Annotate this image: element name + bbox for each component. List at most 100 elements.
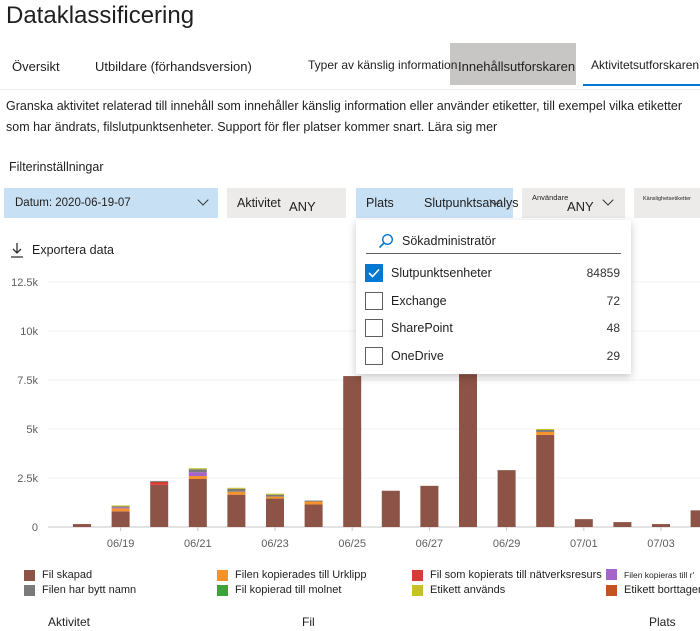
date-filter-label: Datum: 2020-06-19-07 [15, 197, 131, 209]
bar-segment [111, 508, 130, 512]
x-tick-label: 07/01 [570, 538, 598, 550]
column-header-activity[interactable]: Aktivitet [48, 615, 91, 629]
date-filter[interactable]: Datum: 2020-06-19-07 [4, 188, 218, 218]
legend-label: Fil som kopierats till nätverksresurs [430, 569, 602, 581]
sensitivity-filter-label: Känslighetsetiketter [643, 196, 691, 202]
bar-segment [73, 524, 91, 527]
export-data-label: Exportera data [32, 243, 114, 257]
legend-item[interactable]: Fil kopierad till molnet [217, 584, 341, 596]
bar-segment [188, 476, 207, 479]
legend-swatch [24, 584, 35, 596]
tab-sensitive-info-types[interactable]: Typer av känslig information [308, 58, 458, 72]
legend-label: Fil skapad [42, 569, 93, 581]
tab-divider [0, 89, 700, 90]
legend-swatch [217, 569, 228, 581]
page-description: Granska aktivitet relaterad till innehål… [6, 99, 683, 134]
legend-swatch [217, 584, 228, 596]
legend-swatch [24, 569, 35, 581]
x-tick-label: 06/27 [416, 538, 444, 550]
dropdown-option-exchange[interactable]: Exchange 72 [365, 290, 620, 312]
legend-item[interactable]: Etikett används [412, 584, 505, 596]
bar-segment [111, 507, 130, 509]
dropdown-option-endpoint[interactable]: Slutpunktsenheter 84859 [365, 262, 620, 284]
y-tick-label: 0 [32, 522, 38, 534]
user-filter-label: Användare [532, 193, 569, 202]
legend-item[interactable]: Etikett borttagen [606, 584, 700, 596]
checkbox-checked[interactable] [365, 264, 383, 282]
legend-label: Filen kopierades till Urklipp [235, 569, 367, 581]
y-tick-label: 10k [20, 326, 38, 338]
bar-segment [459, 374, 477, 527]
legend-swatch [606, 569, 617, 580]
x-tick-label: 07/03 [647, 538, 675, 550]
dropdown-option-onedrive[interactable]: OneDrive 29 [365, 345, 620, 367]
checkbox[interactable] [365, 347, 383, 365]
dropdown-option-sharepoint[interactable]: SharePoint 48 [365, 317, 620, 339]
activity-chart: 0 2.5k 5k 7.5k 10k 12.5k 06/19 06/21 06/23 06/25 0… [11, 277, 700, 550]
option-count: 48 [606, 321, 620, 335]
legend-label: Etikett borttagen [624, 584, 700, 596]
bar-segment [536, 429, 555, 432]
bar-segment [111, 506, 130, 508]
option-count: 29 [606, 349, 620, 363]
checkmark-icon [368, 268, 380, 278]
x-tick-label: 06/19 [107, 538, 135, 550]
legend-item[interactable]: Filen kopieras till r' [606, 569, 694, 580]
chevron-down-icon [602, 194, 614, 206]
bar-segment [304, 504, 323, 527]
option-label: OneDrive [391, 349, 444, 363]
location-dropdown: Sökadministratör Slutpunktsenheter 84859… [356, 220, 631, 374]
bar-segment [111, 505, 130, 507]
export-data-button[interactable]: Exportera data [10, 242, 114, 258]
bar-segment [227, 491, 246, 495]
legend-label: Filen har bytt namn [42, 584, 137, 596]
legend-item[interactable]: Fil som kopierats till nätverksresurs [412, 569, 602, 581]
active-tab-indicator [583, 84, 700, 86]
bar-segment [652, 524, 670, 527]
legend-label: Filen kopieras till r' [624, 569, 695, 580]
bar-segment [150, 481, 169, 485]
bar-segment [536, 431, 555, 435]
download-icon [11, 243, 23, 258]
dropdown-search[interactable]: Sökadministratör [366, 228, 621, 254]
tab-activity-explorer[interactable]: Aktivitetsutforskaren [591, 58, 700, 72]
legend-swatch [412, 569, 423, 581]
legend-swatch [412, 584, 423, 596]
bar-segment [227, 488, 246, 492]
column-header-location[interactable]: Plats [649, 615, 676, 629]
location-filter-label: Plats [366, 196, 394, 210]
legend-label: Etikett används [430, 584, 506, 596]
chart-legend: Fil skapad Filen kopierades till Urklipp… [0, 566, 700, 606]
bar-segment [266, 496, 284, 499]
y-tick-label: 5k [26, 424, 38, 436]
activity-filter[interactable]: Aktivitet ANY [227, 188, 346, 218]
bar-segment [536, 429, 555, 430]
bar-segment [227, 494, 246, 527]
option-label: Exchange [391, 294, 447, 308]
tab-overview[interactable]: Översikt [12, 59, 60, 74]
bar-segment [497, 470, 516, 527]
x-tick-label: 06/25 [338, 538, 366, 550]
legend-item[interactable]: Filen kopierades till Urklipp [217, 569, 366, 581]
option-label: SharePoint [391, 321, 453, 335]
checkbox[interactable] [365, 319, 383, 337]
user-filter[interactable]: Användare ANY [522, 188, 625, 218]
location-filter-value: Slutpunktsanalys [424, 196, 519, 210]
checkbox[interactable] [365, 292, 383, 310]
column-header-file[interactable]: Fil [302, 615, 315, 629]
tab-content-explorer[interactable]: Innehållsutforskaren [458, 59, 576, 74]
legend-item[interactable]: Fil skapad [24, 569, 92, 581]
legend-item[interactable]: Filen har bytt namn [24, 584, 136, 596]
filter-settings-label: Filterinställningar [9, 160, 104, 174]
activity-filter-value: ANY [289, 199, 316, 214]
location-filter[interactable]: Plats Slutpunktsanalys [356, 188, 519, 218]
bar-segment [227, 487, 246, 489]
dropdown-search-input[interactable]: Sökadministratör [402, 233, 496, 248]
bar-segment [266, 494, 284, 497]
x-tick-label: 06/29 [493, 538, 521, 550]
bar-segment [150, 484, 169, 527]
sensitivity-label-filter[interactable]: Känslighetsetiketter [634, 188, 700, 218]
x-tick-label: 06/21 [184, 538, 212, 550]
tab-trainer[interactable]: Utbildare (förhandsversion) [95, 59, 252, 74]
bar-segment [304, 500, 323, 502]
